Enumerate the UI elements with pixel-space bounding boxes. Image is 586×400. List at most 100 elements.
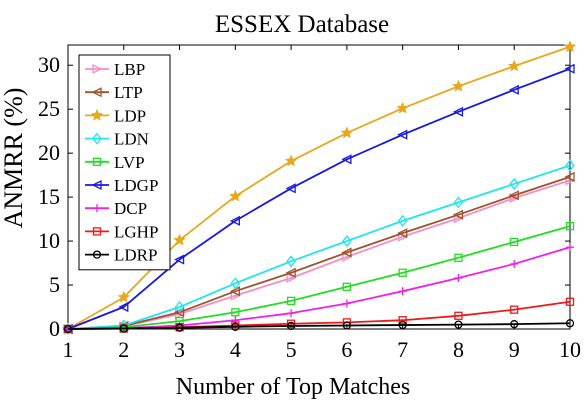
y-axis-label: ANMRR (%): [0, 88, 28, 229]
plot-area: 1 2 3 4 5 6 7 8 9 10 0 5 10 15 20 25 30: [38, 40, 581, 362]
point-lghp: [398, 316, 407, 325]
point-dcp: [566, 243, 574, 252]
point-lvp: [286, 296, 296, 306]
legend-marker-lvp: [92, 157, 102, 166]
point-ldn: [174, 300, 185, 314]
point-ldp: [284, 154, 298, 167]
legend-label-lvp: LVP: [114, 153, 145, 172]
point-ldgp: [564, 63, 575, 74]
point-ldp: [452, 79, 465, 92]
legend-label-ldn: LDN: [114, 130, 149, 149]
point-dcp: [342, 299, 351, 308]
point-dcp: [454, 274, 463, 283]
point-ldgp: [118, 301, 129, 313]
y-tick-label: 0: [49, 316, 60, 341]
legend-label-ldp: LDP: [114, 106, 146, 125]
point-lvp: [510, 237, 519, 247]
point-ldrp: [286, 321, 296, 331]
axes-box: [67, 44, 571, 330]
x-axis-label: Number of Top Matches: [176, 374, 411, 400]
legend-marker-lghp: [92, 227, 102, 236]
point-ldp: [340, 126, 354, 139]
legend-marker-ldp: [90, 108, 104, 121]
point-ldrp: [63, 324, 73, 334]
y-tick-label: 10: [38, 228, 60, 253]
point-ldrp: [119, 324, 128, 333]
x-tick-label: 8: [453, 337, 464, 362]
series-line-ldgp: [67, 67, 571, 330]
point-ltp: [285, 267, 296, 278]
legend-label-ldgp: LDGP: [114, 176, 158, 195]
point-ltp: [174, 307, 185, 318]
point-ldp: [507, 59, 521, 72]
legend-marker-lbp: [92, 63, 103, 75]
point-ldp: [173, 233, 186, 246]
point-lvp: [565, 221, 575, 231]
legend-marker-ltp: [91, 87, 102, 98]
x-tick-label: 9: [509, 337, 520, 362]
series-line-ltp: [67, 176, 571, 330]
x-tick-label: 6: [341, 337, 352, 362]
legend-label-dcp: DCP: [114, 199, 147, 218]
point-lbp: [286, 272, 297, 284]
point-lvp: [398, 268, 407, 277]
point-ltp: [341, 247, 352, 258]
point-ldgp: [285, 183, 296, 194]
point-ldp: [117, 290, 131, 303]
series-line-lbp: [67, 179, 571, 330]
legend-label-lbp: LBP: [114, 60, 145, 79]
point-ldp: [229, 189, 242, 202]
point-dcp: [287, 309, 296, 318]
point-ldrp: [510, 320, 519, 329]
point-lghp: [510, 305, 519, 314]
point-lvp: [231, 308, 240, 317]
point-lvp: [454, 253, 463, 262]
x-tick-label: 4: [230, 337, 241, 362]
point-ldrp: [398, 320, 407, 330]
point-ldrp: [231, 322, 240, 331]
y-tick-label: 30: [38, 52, 60, 77]
point-ldn: [286, 255, 296, 268]
point-ltp: [508, 190, 519, 201]
x-tick-label: 3: [174, 337, 185, 362]
series-line-lvp: [67, 225, 571, 330]
point-ldn: [565, 159, 575, 172]
point-ltp: [452, 209, 464, 220]
point-ldn: [509, 177, 520, 190]
legend-marker-dcp: [93, 204, 101, 213]
point-lghp: [454, 311, 463, 320]
y-tick-label: 15: [38, 184, 60, 209]
point-ldp: [396, 101, 409, 114]
x-tick-label: 7: [397, 337, 408, 362]
point-dcp: [510, 259, 519, 268]
legend-marker-ldgp: [91, 179, 102, 191]
point-ldn: [453, 196, 464, 209]
legend-marker-ldrp: [92, 250, 102, 259]
legend-label-ldrp: LDRP: [114, 246, 157, 265]
legend-label-lghp: LGHP: [114, 222, 158, 241]
legend-label-ltp: LTP: [114, 83, 143, 102]
point-ldn: [397, 214, 408, 227]
point-ldgp: [508, 84, 519, 95]
series-line-ldrp: [67, 322, 571, 330]
point-ldrp: [175, 323, 184, 332]
x-tick-label: 1: [63, 337, 74, 362]
point-ldgp: [229, 215, 240, 226]
point-dcp: [398, 287, 407, 296]
point-ldgp: [397, 129, 408, 140]
point-ldn: [230, 277, 241, 290]
y-tick-label: 5: [49, 272, 60, 297]
point-lghp: [565, 297, 575, 306]
legend: LBP LTP LDP LDN LVP LDGP DCP LGHP LDRP: [78, 54, 171, 271]
y-tick-label: 25: [38, 96, 60, 121]
legend-marker-ldn: [92, 132, 102, 145]
point-ldrp: [454, 320, 463, 329]
point-ldrp: [342, 321, 352, 330]
chart-title: ESSEX Database: [215, 11, 389, 38]
legend-box: [78, 54, 171, 271]
point-ldrp: [565, 319, 575, 328]
point-ldp: [563, 40, 577, 53]
point-lvp: [342, 282, 352, 291]
